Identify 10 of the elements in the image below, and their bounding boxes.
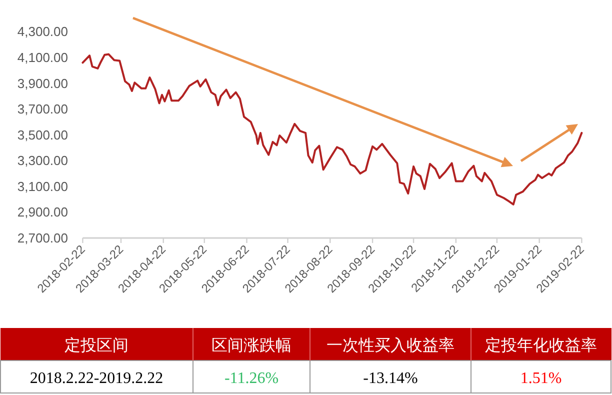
y-tick-label: 3,500.00 [17, 127, 68, 142]
y-tick-label: 3,100.00 [17, 178, 68, 194]
notes-table: 定投区间 区间涨跌幅 一次性买入收益率 定投年化收益率 2018.2.22-2019.2.22 -11.26% -13.14% 1.51% [0, 328, 612, 394]
y-tick-label: 2,900.00 [17, 204, 68, 220]
y-tick-label: 4,300.00 [17, 24, 68, 40]
y-tick-label: 2,700.00 [17, 230, 68, 246]
y-tick-label: 4,100.00 [17, 50, 68, 65]
y-tick-label: 3,300.00 [17, 153, 68, 168]
y-tick-label: 3,900.00 [17, 76, 68, 91]
y-tick-label: 3,700.00 [17, 102, 68, 117]
